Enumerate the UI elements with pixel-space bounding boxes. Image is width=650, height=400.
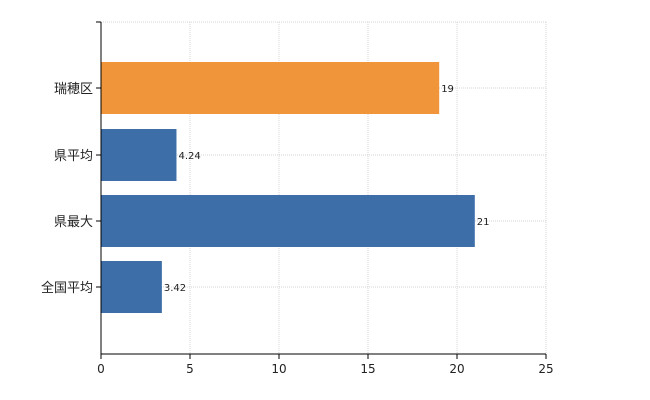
data-label: 4.24 [178, 151, 200, 162]
x-tick-label: 15 [360, 362, 375, 376]
data-labels: 19 4.24 21 3.42 [164, 84, 490, 294]
category-label: 県最大 [54, 215, 93, 230]
category-label: 瑞穂区 [54, 82, 93, 97]
x-tick-label: 20 [449, 362, 464, 376]
category-label: 全国平均 [41, 280, 93, 296]
bar-3 [101, 261, 162, 313]
data-label: 19 [441, 84, 454, 95]
bar-0 [101, 62, 440, 114]
axes [100, 22, 546, 355]
x-tick-label: 25 [538, 362, 553, 376]
x-tick-label: 5 [186, 362, 194, 376]
data-label: 21 [477, 217, 490, 228]
data-label: 3.42 [164, 283, 186, 294]
bar-2 [101, 195, 475, 247]
bar-1 [101, 129, 177, 181]
x-axis-ticks: 0 5 10 15 20 25 [96, 21, 554, 376]
bars [101, 62, 475, 313]
category-label: 県平均 [54, 149, 93, 164]
x-tick-label: 0 [97, 362, 105, 376]
x-tick-label: 10 [271, 362, 286, 376]
